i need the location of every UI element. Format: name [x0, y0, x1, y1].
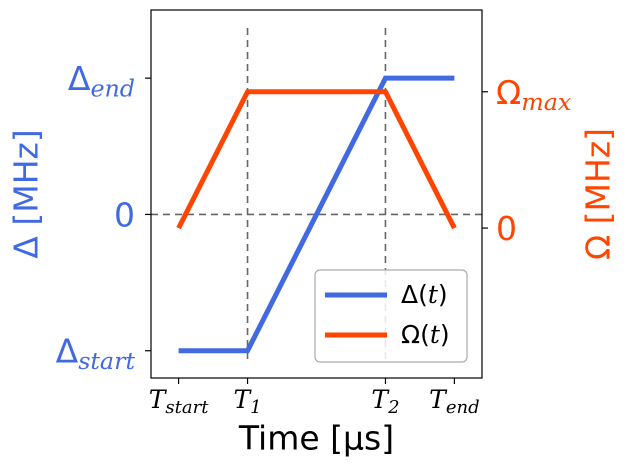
x-tick-label: T1	[233, 385, 261, 419]
right-axis-label: Ω [MHz]	[579, 128, 618, 260]
legend-label: Ω(t)	[401, 320, 450, 350]
x-tick-label: Tstart	[149, 385, 209, 419]
right-tick-label: Ωmax	[496, 72, 572, 115]
left-axis-label: Δ [MHz]	[7, 129, 46, 258]
x-axis-label: Time [μs]	[238, 419, 394, 458]
x-tick-label: Tend	[429, 385, 479, 419]
left-tick-label: Δend	[68, 59, 135, 102]
left-tick-label: 0	[114, 195, 135, 234]
x-tick-label: T2	[371, 385, 399, 419]
right-tick-label: 0	[496, 209, 517, 248]
legend-label: Δ(t)	[401, 280, 448, 310]
left-tick-label: Δstart	[56, 331, 136, 374]
plot-frame	[150, 9, 483, 379]
series-line	[178, 75, 455, 354]
series-line	[176, 89, 457, 230]
